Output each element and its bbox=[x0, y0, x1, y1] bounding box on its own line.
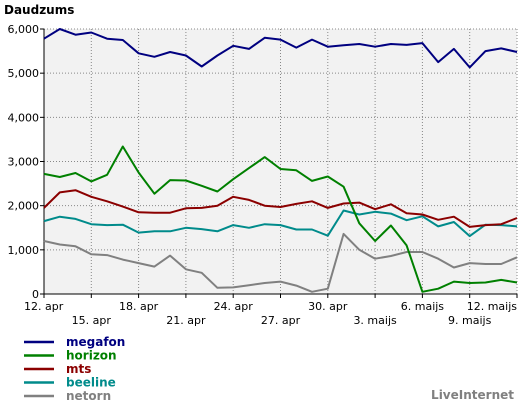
legend-label-megafon: megafon bbox=[66, 335, 125, 349]
y-tick-label: 5,000 bbox=[8, 67, 40, 80]
series-line-beeline bbox=[43, 209, 518, 238]
legend-label-beeline: beeline bbox=[66, 376, 116, 390]
x-tick-label: 3. maijs bbox=[353, 314, 397, 327]
y-tick-label: 1,000 bbox=[8, 244, 40, 257]
x-tick-label: 18. apr bbox=[119, 300, 159, 313]
legend-label-mts: mts bbox=[66, 362, 91, 376]
series-line-megafon bbox=[43, 28, 518, 69]
chart-title: Daudzums bbox=[4, 3, 74, 17]
legend-label-horizon: horizon bbox=[66, 349, 117, 363]
series-line-mts bbox=[43, 189, 518, 228]
series-line-horizon bbox=[43, 145, 518, 293]
y-tick-label: 0 bbox=[32, 288, 39, 301]
y-tick-label: 4,000 bbox=[8, 111, 40, 124]
series-lines bbox=[43, 28, 518, 293]
x-tick-label: 9. maijs bbox=[448, 314, 492, 327]
x-tick-label: 24. apr bbox=[214, 300, 254, 313]
legend-label-netorn: netorn bbox=[66, 389, 111, 403]
x-tick-label: 30. apr bbox=[308, 300, 348, 313]
x-tick-label: 12. apr bbox=[24, 300, 64, 313]
x-tick-label: 27. apr bbox=[261, 314, 301, 327]
axes: 0 1,000 2,000 3,000 4,000 5,000 6,000 12. apr 15… bbox=[8, 23, 518, 327]
y-tick-label: 6,000 bbox=[8, 23, 40, 36]
series-line-netorn bbox=[43, 232, 518, 293]
x-tick-label: 21. apr bbox=[166, 314, 206, 327]
y-tick-label: 3,000 bbox=[8, 156, 40, 169]
credit-label: LiveInternet bbox=[431, 388, 514, 402]
x-tick-label: 15. apr bbox=[72, 314, 112, 327]
y-tick-label: 2,000 bbox=[8, 200, 40, 213]
x-tick-label: 6. maijs bbox=[401, 300, 445, 313]
x-tick-label: 12. maijs bbox=[467, 300, 518, 313]
